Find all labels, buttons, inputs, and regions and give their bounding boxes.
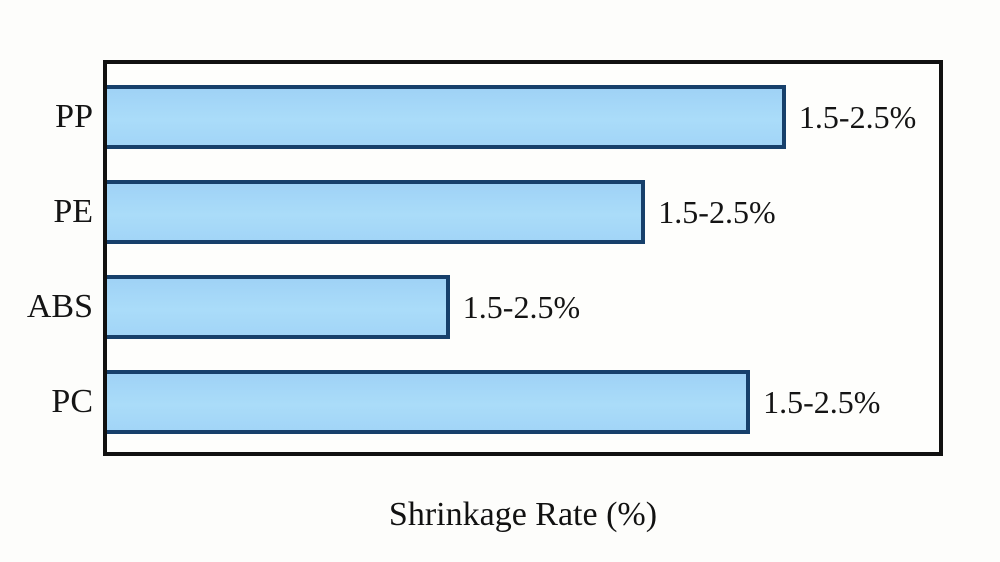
- category-label-pc: PC: [51, 383, 93, 420]
- category-label-pp: PP: [55, 98, 93, 135]
- bar-pp: [107, 85, 786, 149]
- bar-pc: [107, 370, 751, 434]
- bar-abs: [107, 275, 450, 339]
- bar-row-pp: 1.5-2.5%: [107, 85, 939, 149]
- value-label-pe: 1.5-2.5%: [658, 194, 776, 230]
- plot-area-frame: 1.5-2.5% 1.5-2.5% 1.5-2.5% 1.5-2.5%: [103, 60, 943, 456]
- category-label-abs: ABS: [26, 288, 93, 325]
- value-label-abs: 1.5-2.5%: [462, 289, 581, 325]
- bar-row-pe: 1.5-2.5%: [107, 180, 939, 244]
- category-label-pe: PE: [53, 193, 93, 230]
- value-label-pp: 1.5-2.5%: [798, 99, 917, 135]
- value-label-pc: 1.5-2.5%: [763, 384, 881, 420]
- bar-row-pc: 1.5-2.5%: [107, 370, 939, 434]
- bar-row-abs: 1.5-2.5%: [107, 275, 939, 339]
- x-axis-title: Shrinkage Rate (%): [388, 496, 658, 533]
- bar-pe: [107, 180, 646, 244]
